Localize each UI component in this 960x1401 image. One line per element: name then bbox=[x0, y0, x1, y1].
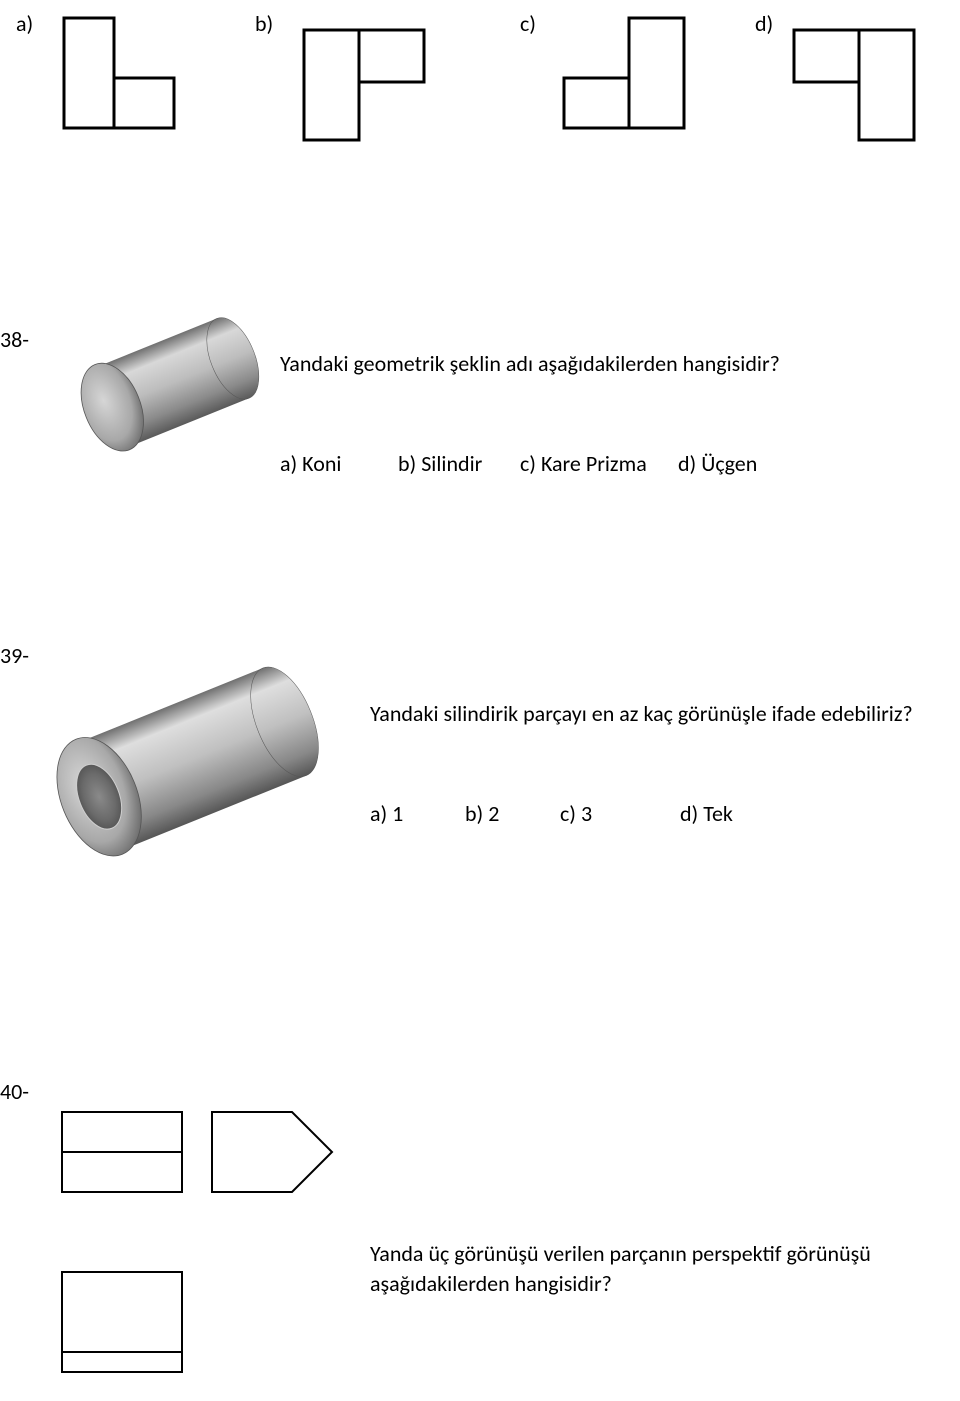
q40-view-top bbox=[60, 1110, 190, 1200]
q37-shape-d bbox=[792, 28, 922, 153]
q37-shape-c bbox=[562, 16, 692, 146]
q38-number: 38- bbox=[0, 326, 29, 353]
q38-option-c: c) Kare Prizma bbox=[520, 450, 647, 477]
q39-option-d: d) Tek bbox=[680, 800, 733, 827]
q37-option-a-label: a) bbox=[16, 10, 33, 37]
q37-option-d-label: d) bbox=[755, 10, 773, 37]
q40-question-line2: aşağıdakilerden hangisidir? bbox=[370, 1270, 612, 1297]
q38-question: Yandaki geometrik şeklin adı aşağıdakile… bbox=[280, 350, 780, 377]
q37-option-b-label: b) bbox=[255, 10, 273, 37]
q39-option-c: c) 3 bbox=[560, 800, 592, 827]
q40-number: 40- bbox=[0, 1078, 29, 1105]
q40-question-line1: Yanda üç görünüşü verilen parçanın persp… bbox=[370, 1240, 871, 1267]
q37-shape-b bbox=[302, 28, 432, 153]
q38-cylinder bbox=[60, 300, 275, 470]
q37-shape-a bbox=[62, 16, 182, 146]
q37-option-c-label: c) bbox=[520, 10, 536, 37]
q40-view-front bbox=[60, 1270, 190, 1380]
q39-number: 39- bbox=[0, 642, 29, 669]
q39-hollow-cylinder bbox=[30, 660, 350, 860]
q39-question: Yandaki silindirik parçayı en az kaç gör… bbox=[370, 700, 913, 727]
page: a) b) c) d) 38- bbox=[0, 0, 960, 1401]
q39-option-a: a) 1 bbox=[370, 800, 403, 827]
q38-option-b: b) Silindir bbox=[398, 450, 482, 477]
q39-option-b: b) 2 bbox=[465, 800, 499, 827]
q38-option-d: d) Üçgen bbox=[678, 450, 757, 477]
q40-view-side bbox=[210, 1110, 340, 1200]
q38-option-a: a) Koni bbox=[280, 450, 341, 477]
